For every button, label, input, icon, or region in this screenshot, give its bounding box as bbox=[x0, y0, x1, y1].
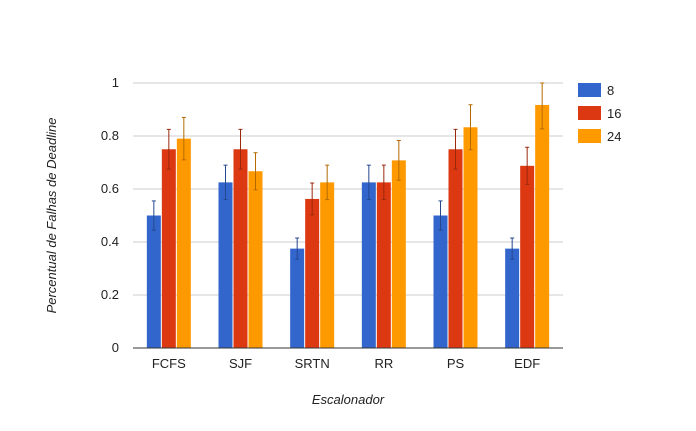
bar-24-SRTN bbox=[320, 182, 335, 348]
bar-24-SJF bbox=[248, 171, 263, 348]
bar-16-SRTN bbox=[305, 198, 320, 348]
error-bar bbox=[510, 237, 515, 260]
bar-24-RR bbox=[391, 160, 406, 348]
error-bar bbox=[366, 164, 371, 201]
bar-16-RR bbox=[376, 182, 391, 348]
x-tick-label: EDF bbox=[514, 356, 540, 371]
error-bar bbox=[223, 164, 228, 201]
legend-label: 24 bbox=[607, 129, 621, 144]
legend-item-16: 16 bbox=[578, 106, 621, 121]
legend-swatch bbox=[578, 106, 601, 120]
error-bar bbox=[238, 128, 243, 170]
legend-label: 16 bbox=[607, 106, 621, 121]
bar-24-EDF bbox=[535, 104, 550, 349]
x-tick-label: RR bbox=[374, 356, 393, 371]
error-bar bbox=[151, 200, 156, 231]
bar-8-FCFS bbox=[146, 215, 161, 348]
x-tick-label: SJF bbox=[229, 356, 252, 371]
bar-24-FCFS bbox=[176, 138, 191, 348]
y-tick-label: 0.2 bbox=[101, 287, 119, 302]
y-axis-title: Percentual de Falhas de Deadline bbox=[44, 118, 59, 314]
bar-8-SJF bbox=[218, 182, 233, 348]
legend: 8 16 24 bbox=[578, 83, 621, 144]
x-tick-label: FCFS bbox=[152, 356, 186, 371]
error-bar bbox=[253, 152, 258, 191]
bar-16-FCFS bbox=[161, 149, 176, 348]
bar-8-PS bbox=[433, 215, 448, 348]
x-tick-label: PS bbox=[447, 356, 465, 371]
error-bar bbox=[453, 128, 458, 170]
y-tick-labels: 0 0.2 0.4 0.6 0.8 1 bbox=[101, 75, 119, 355]
bar-16-SJF bbox=[233, 149, 248, 348]
error-bar bbox=[181, 116, 186, 161]
bar-8-SRTN bbox=[290, 248, 305, 348]
bar-24-PS bbox=[463, 127, 478, 348]
y-tick-label: 0.6 bbox=[101, 181, 119, 196]
error-bar bbox=[438, 200, 443, 231]
y-tick-label: 1 bbox=[112, 75, 119, 90]
x-tick-labels: FCFS SJF SRTN RR PS EDF bbox=[152, 356, 540, 371]
x-tick-label: SRTN bbox=[295, 356, 330, 371]
y-tick-label: 0.8 bbox=[101, 128, 119, 143]
legend-item-8: 8 bbox=[578, 83, 614, 98]
bars bbox=[146, 104, 550, 349]
error-bar bbox=[310, 182, 315, 216]
gridlines bbox=[133, 82, 563, 296]
error-bar bbox=[525, 146, 530, 185]
legend-swatch bbox=[578, 129, 601, 143]
error-bars bbox=[151, 82, 545, 260]
bar-8-RR bbox=[361, 182, 376, 348]
error-bar bbox=[325, 164, 330, 201]
bar-8-EDF bbox=[505, 248, 520, 348]
y-tick-label: 0.4 bbox=[101, 234, 119, 249]
error-bar bbox=[540, 82, 545, 130]
bar-16-EDF bbox=[520, 165, 535, 348]
error-bar bbox=[468, 104, 473, 151]
legend-swatch bbox=[578, 83, 601, 97]
bar-16-PS bbox=[448, 149, 463, 348]
legend-item-24: 24 bbox=[578, 129, 621, 144]
error-bar bbox=[295, 237, 300, 260]
error-bar bbox=[381, 164, 386, 201]
legend-label: 8 bbox=[607, 83, 614, 98]
x-axis-title: Escalonador bbox=[312, 392, 385, 407]
error-bar bbox=[166, 128, 171, 170]
error-bar bbox=[396, 140, 401, 181]
y-tick-label: 0 bbox=[112, 340, 119, 355]
